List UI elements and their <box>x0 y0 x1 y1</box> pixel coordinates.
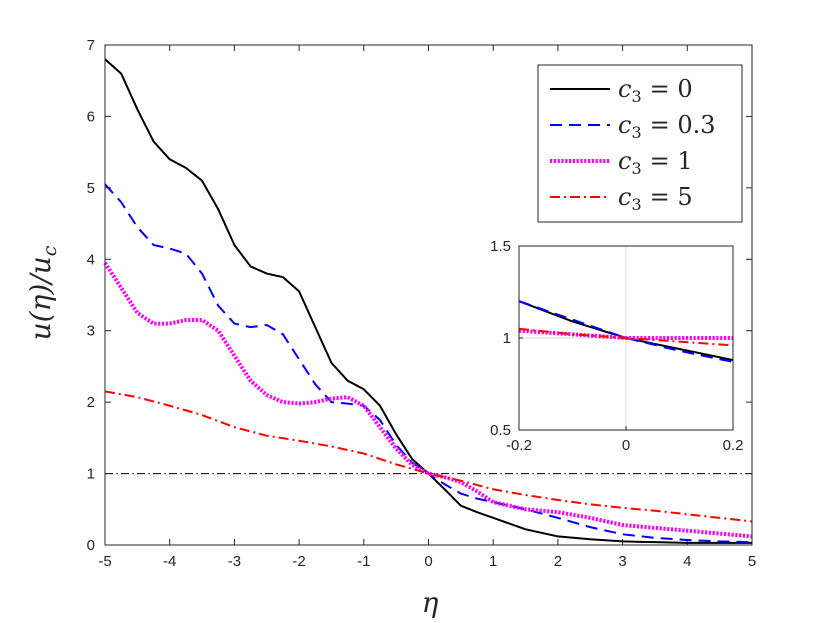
inset-series-line <box>518 327 734 347</box>
legend-value: = 0.3 <box>650 111 716 139</box>
legend-subscript: 3 <box>631 123 641 142</box>
legend-subscript: 3 <box>631 159 641 178</box>
axis-labels: η u(η)/uc <box>24 245 439 619</box>
plot-frame <box>104 44 753 546</box>
x-tick-label: -2 <box>292 553 305 570</box>
y-axis-label-sub: c <box>39 245 61 256</box>
inset-x-tick-label: 0 <box>622 437 630 454</box>
legend-symbol: c <box>618 75 631 103</box>
y-axis-label: u(η)/uc <box>24 245 61 340</box>
y-tick-label: 3 <box>87 323 95 340</box>
x-tick-label: -3 <box>228 553 241 570</box>
y-axis-label-main: u(η)/u <box>24 256 57 340</box>
legend-value: = 5 <box>650 183 693 211</box>
inset-plot: -0.2 0 0.2 0.5 1 1.5 <box>490 238 743 454</box>
legend: c3 = 0c3 = 0.3c3 = 1c3 = 5 <box>537 64 743 223</box>
legend-subscript: 3 <box>631 195 641 214</box>
y-tick-label: 6 <box>87 108 95 125</box>
inset-x-tick-label: -0.2 <box>506 437 532 454</box>
legend-entry: c3 = 5 <box>618 183 693 214</box>
x-tick-label: -4 <box>163 553 176 570</box>
x-tick-label: 3 <box>618 553 626 570</box>
legend-entry: c3 = 1 <box>618 147 693 178</box>
legend-entry: c3 = 0.3 <box>618 111 716 142</box>
inset-x-tick-label: 0.2 <box>723 437 744 454</box>
legend-symbol: c <box>618 147 631 175</box>
x-tick-label: 4 <box>683 553 691 570</box>
x-tick-label: -1 <box>357 553 370 570</box>
series-line <box>104 183 753 544</box>
inset-y-tick-label: 0.5 <box>490 422 511 439</box>
legend-symbol: c <box>618 111 631 139</box>
y-tick-label: 1 <box>87 466 95 483</box>
x-tick-label: 5 <box>748 553 756 570</box>
legend-entry: c3 = 0 <box>618 75 693 106</box>
inset-y-tick-label: 1.5 <box>490 238 511 255</box>
series-line <box>104 390 753 523</box>
y-tick-label: 0 <box>87 537 95 554</box>
y-tick-label: 4 <box>87 251 95 268</box>
legend-box <box>537 64 743 223</box>
y-tick-label: 2 <box>87 394 95 411</box>
legend-value: = 0 <box>650 75 693 103</box>
x-tick-label: -5 <box>98 553 111 570</box>
legend-value: = 1 <box>650 147 693 175</box>
inset-y-tick-label: 1 <box>503 330 511 347</box>
x-tick-label: 0 <box>424 553 432 570</box>
y-tick-label: 5 <box>87 180 95 197</box>
y-tick-label: 7 <box>87 37 95 54</box>
legend-symbol: c <box>618 183 631 211</box>
series-line <box>104 58 752 544</box>
x-axis-label: η <box>422 586 439 619</box>
x-tick-label: 2 <box>554 553 562 570</box>
x-tick-label: 1 <box>489 553 497 570</box>
legend-subscript: 3 <box>631 87 641 106</box>
inset-frame <box>518 245 734 431</box>
